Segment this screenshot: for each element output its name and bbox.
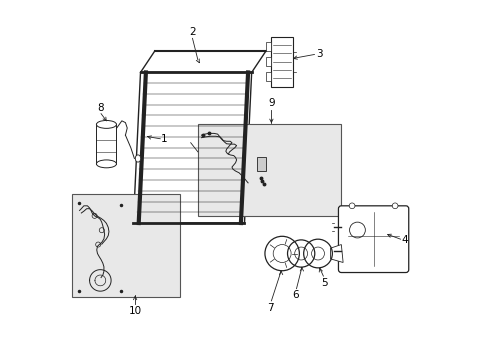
Text: 6: 6 <box>292 291 299 301</box>
Text: 5: 5 <box>320 278 327 288</box>
Text: 9: 9 <box>267 98 274 108</box>
Ellipse shape <box>96 160 116 168</box>
Text: 7: 7 <box>267 303 273 312</box>
Text: 10: 10 <box>128 306 142 315</box>
Circle shape <box>348 203 354 209</box>
Bar <box>271 37 292 87</box>
Ellipse shape <box>96 121 116 129</box>
Polygon shape <box>330 244 343 262</box>
Ellipse shape <box>135 155 141 162</box>
Bar <box>265 57 271 66</box>
Text: 3: 3 <box>316 49 322 59</box>
Text: 2: 2 <box>189 27 195 37</box>
Bar <box>72 194 180 297</box>
Bar <box>265 72 271 81</box>
Bar <box>257 157 265 171</box>
Text: 8: 8 <box>97 103 103 113</box>
Circle shape <box>391 203 397 209</box>
Text: 1: 1 <box>161 134 167 144</box>
FancyBboxPatch shape <box>338 206 408 273</box>
Polygon shape <box>133 72 251 223</box>
Bar <box>265 42 271 51</box>
Text: 4: 4 <box>401 235 407 245</box>
Bar <box>198 125 341 216</box>
